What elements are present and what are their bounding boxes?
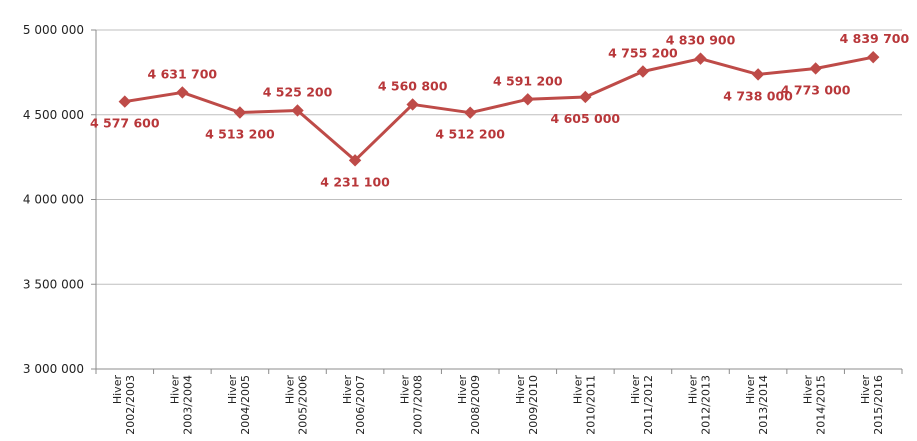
x-tick-label: Hiver 2012/2013 (687, 375, 713, 435)
x-tick-label: Hiver 2010/2011 (571, 375, 597, 435)
x-tick-label-line2: 2006/2007 (354, 375, 367, 435)
x-tick-label-line1: Hiver (802, 375, 815, 405)
x-tick-label-line1: Hiver (571, 375, 584, 405)
data-point (176, 86, 189, 99)
x-tick-label-line2: 2005/2006 (297, 375, 310, 435)
x-tick-label: Hiver 2014/2015 (802, 375, 828, 435)
data-label: 4 513 200 (205, 127, 275, 142)
data-label: 4 738 000 (723, 88, 793, 103)
data-point (867, 50, 880, 64)
x-tick-label: Hiver 2005/2006 (284, 375, 310, 435)
x-tick-label-line2: 2011/2012 (642, 375, 655, 435)
x-tick-label-line1: Hiver (226, 375, 239, 405)
x-tick-label-line1: Hiver (859, 375, 872, 405)
x-tick-label-line2: 2010/2011 (584, 375, 597, 435)
x-tick-label-line1: Hiver (744, 375, 757, 405)
x-tick-label: Hiver 2007/2008 (399, 375, 425, 435)
x-tick-label-line2: 2012/2013 (700, 375, 713, 435)
x-tick-label: Hiver 2004/2005 (226, 375, 252, 435)
x-tick-label-line1: Hiver (399, 375, 412, 405)
data-point (636, 65, 650, 78)
data-label: 4 755 200 (608, 45, 678, 60)
x-tick-label-line1: Hiver (456, 375, 469, 405)
x-tick-label-line1: Hiver (687, 375, 700, 405)
x-tick-label-line2: 2008/2009 (469, 375, 482, 435)
series-line (118, 50, 880, 167)
x-tick-label-line2: 2004/2005 (239, 375, 252, 435)
data-label: 4 560 800 (378, 78, 448, 93)
data-label: 4 591 200 (493, 73, 563, 88)
x-tick-label-line1: Hiver (514, 375, 527, 405)
data-label: 4 231 100 (320, 174, 390, 189)
x-tick-label-line2: 2002/2003 (124, 375, 137, 435)
y-tick-label: 4 500 000 (23, 108, 84, 122)
y-tick-label: 3 500 000 (23, 277, 84, 291)
x-tick-label-line2: 2015/2016 (872, 375, 885, 435)
data-point (751, 68, 765, 81)
x-tick-label-line2: 2013/2014 (757, 375, 770, 435)
data-label: 4 525 200 (263, 84, 333, 99)
x-tick-label-line1: Hiver (111, 375, 124, 405)
data-label: 4 839 700 (840, 31, 910, 46)
x-tick-label-line1: Hiver (284, 375, 297, 405)
data-label: 4 773 000 (781, 82, 851, 97)
data-point (464, 106, 477, 119)
x-tick-label: Hiver 2003/2004 (168, 375, 194, 435)
x-tick-label-line2: 2007/2008 (412, 375, 425, 435)
data-point (521, 93, 534, 106)
x-axis: Hiver 2002/2003 Hiver 2003/2004 Hiver 2004/20… (95, 368, 903, 435)
data-point (406, 98, 419, 111)
x-tick-label: Hiver 2009/2010 (514, 375, 540, 435)
data-point (233, 106, 247, 119)
y-tick-label: 4 000 000 (23, 193, 84, 207)
data-label: 4 577 600 (90, 116, 160, 131)
x-tick-label: Hiver 2015/2016 (859, 375, 885, 435)
x-tick-label-line1: Hiver (168, 375, 181, 405)
gridlines (96, 29, 902, 285)
x-tick-label: Hiver 2006/2007 (341, 375, 367, 435)
data-point (809, 62, 822, 75)
data-label: 4 830 900 (666, 33, 736, 48)
x-tick-label-line2: 2014/2015 (815, 375, 828, 435)
data-point (348, 154, 362, 167)
data-point (694, 52, 707, 65)
x-tick-label: Hiver 2002/2003 (111, 375, 137, 435)
y-tick-label: 5 000 000 (23, 23, 84, 37)
x-tick-label-line2: 2003/2004 (181, 375, 194, 435)
x-tick-label: Hiver 2011/2012 (629, 375, 655, 435)
data-labels: 4 577 600 4 631 700 4 513 200 4 525 200 4 23… (90, 31, 910, 189)
y-axis: 3 000 000 3 500 000 4 000 000 4 500 000 5 00… (23, 23, 97, 376)
x-tick-label: Hiver 2013/2014 (744, 375, 770, 435)
data-label: 4 631 700 (148, 66, 218, 81)
series-line-path (124, 55, 874, 162)
data-point (118, 95, 131, 108)
x-tick-label-line1: Hiver (341, 375, 354, 405)
x-tick-label-line2: 2009/2010 (527, 375, 540, 435)
x-tick-label: Hiver 2008/2009 (456, 375, 482, 435)
data-point (291, 104, 304, 117)
data-label: 4 512 200 (435, 127, 505, 142)
data-label: 4 605 000 (551, 111, 621, 126)
y-tick-label: 3 000 000 (23, 362, 84, 376)
data-point (579, 90, 592, 104)
x-tick-label-line1: Hiver (629, 375, 642, 405)
